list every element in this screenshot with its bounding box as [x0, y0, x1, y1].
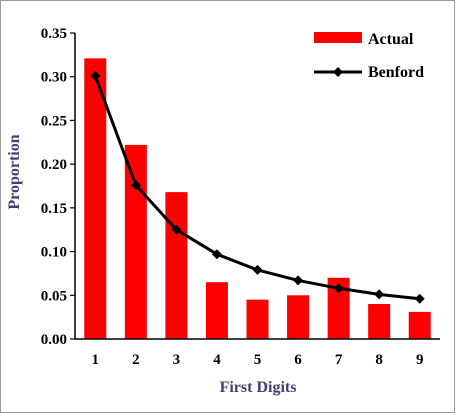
benford-series	[90, 70, 425, 304]
x-axis-title: First Digits	[220, 379, 297, 396]
y-tick-label: 0.30	[41, 70, 67, 86]
legend: Actual Benford	[314, 31, 424, 81]
actual-bar	[287, 295, 310, 339]
actual-bar	[84, 58, 107, 340]
benford-point	[414, 293, 425, 304]
x-tick-label: 3	[173, 352, 181, 368]
y-axis-title: Proportion	[6, 134, 23, 209]
actual-bar	[246, 299, 269, 339]
x-tick-label: 9	[416, 352, 424, 368]
y-tick-label: 0.20	[41, 157, 67, 173]
y-tick-label: 0.10	[41, 245, 67, 261]
x-tick-label: 2	[132, 352, 140, 368]
benford-point	[211, 249, 222, 260]
actual-bar	[124, 144, 147, 339]
benford-point	[90, 70, 101, 81]
benford-point	[171, 224, 182, 235]
benford-point	[293, 275, 304, 286]
actual-bar	[165, 192, 188, 339]
actual-bars	[84, 58, 431, 340]
benford-point	[252, 264, 263, 275]
actual-bar	[408, 311, 431, 339]
y-tick-label: 0.25	[41, 113, 67, 129]
y-tick-label: 0.35	[41, 26, 67, 42]
legend-actual-swatch	[314, 32, 362, 43]
x-tick-label: 5	[254, 352, 262, 368]
y-tick-label: 0.05	[41, 288, 67, 304]
legend-actual-label: Actual	[368, 31, 414, 48]
actual-bar	[368, 304, 391, 339]
x-tick-label: 7	[335, 352, 343, 368]
legend-benford-marker	[333, 67, 343, 77]
x-tick-label: 4	[213, 352, 221, 368]
y-axis-ticks: 0.00 0.05 0.10 0.15 0.20 0.25 0.30 0.35	[41, 26, 75, 348]
x-tick-label: 8	[375, 352, 383, 368]
x-axis-ticks: 1 2 3 4 5 6 7 8 9	[92, 352, 424, 368]
axes	[74, 33, 440, 340]
benford-point	[130, 180, 141, 191]
benford-point	[374, 289, 385, 300]
legend-benford-label: Benford	[368, 64, 424, 81]
actual-bar	[327, 277, 350, 339]
actual-bar	[205, 282, 228, 339]
x-tick-label: 6	[294, 352, 302, 368]
y-tick-label: 0.00	[41, 332, 67, 348]
x-tick-label: 1	[92, 352, 100, 368]
y-tick-label: 0.15	[41, 201, 67, 217]
benford-point	[333, 283, 344, 294]
